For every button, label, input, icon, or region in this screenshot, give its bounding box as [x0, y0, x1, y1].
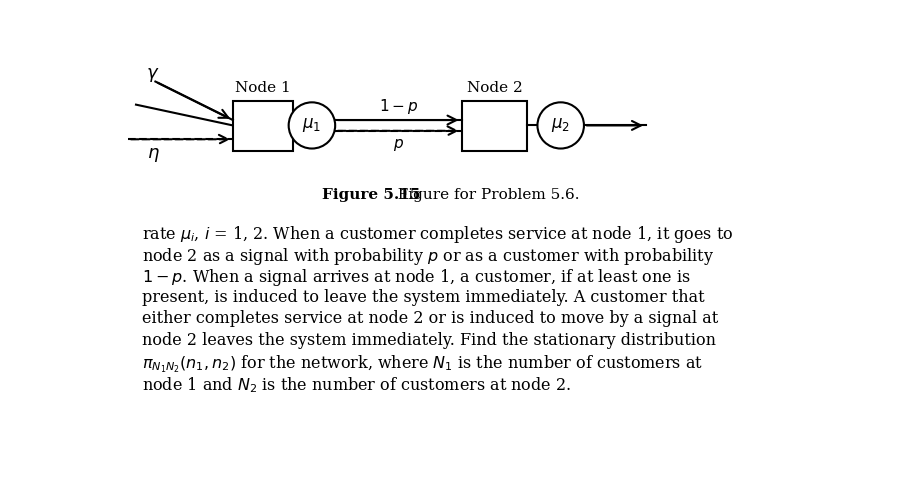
Text: $\mu_1$: $\mu_1$	[302, 116, 321, 134]
Text: Node 1: Node 1	[235, 81, 291, 94]
Text: $\mu_2$: $\mu_2$	[551, 116, 570, 134]
Text: rate $\mu_i$, $i$ = 1, 2. When a customer completes service at node 1, it goes t: rate $\mu_i$, $i$ = 1, 2. When a custome…	[143, 224, 733, 245]
Text: $p$: $p$	[393, 137, 404, 153]
Text: $\eta$: $\eta$	[147, 146, 160, 164]
Text: $\gamma$: $\gamma$	[146, 66, 160, 84]
Text: $1 - p$. When a signal arrives at node 1, a customer, if at least one is: $1 - p$. When a signal arrives at node 1…	[143, 267, 691, 288]
Bar	[462, 101, 528, 151]
Bar	[233, 101, 293, 151]
Text: node 2 leaves the system immediately. Find the stationary distribution: node 2 leaves the system immediately. Fi…	[143, 332, 716, 349]
Text: either completes service at node 2 or is induced to move by a signal at: either completes service at node 2 or is…	[143, 310, 719, 327]
Text: Figure 5.15: Figure 5.15	[322, 188, 420, 202]
Ellipse shape	[289, 102, 336, 149]
Text: Figure for Problem 5.6.: Figure for Problem 5.6.	[388, 188, 579, 202]
Text: Node 2: Node 2	[466, 81, 522, 94]
Text: present, is induced to leave the system immediately. A customer that: present, is induced to leave the system …	[143, 289, 704, 306]
Text: $1-p$: $1-p$	[379, 97, 418, 116]
Text: node 2 as a signal with probability $p$ or as a customer with probability: node 2 as a signal with probability $p$ …	[143, 245, 714, 266]
Ellipse shape	[538, 102, 584, 149]
Text: node 1 and $N_2$ is the number of customers at node 2.: node 1 and $N_2$ is the number of custom…	[143, 375, 571, 394]
Text: $\pi_{N_1 N_2}(n_1, n_2)$ for the network, where $N_1$ is the number of customer: $\pi_{N_1 N_2}(n_1, n_2)$ for the networ…	[143, 354, 704, 375]
